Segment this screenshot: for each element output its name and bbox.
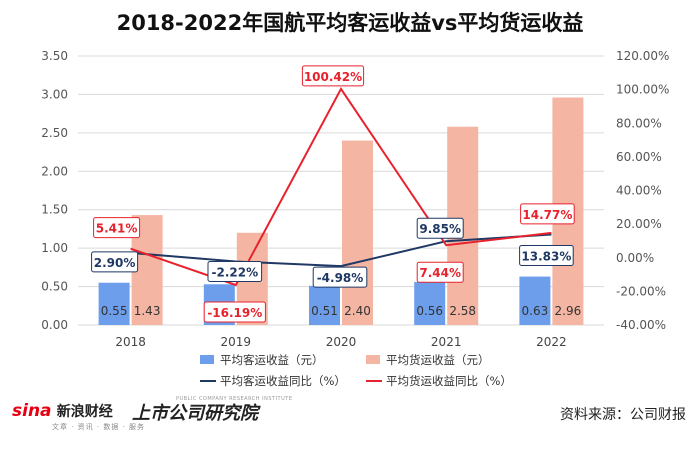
gridlines bbox=[78, 55, 604, 326]
cargo-yoy-value-label: 100.42% bbox=[304, 70, 362, 84]
sina-logo-text: sina bbox=[12, 401, 52, 421]
passenger-yoy-value-label: 9.85% bbox=[419, 222, 461, 236]
passenger-yoy-callout-box bbox=[416, 217, 464, 239]
right-axis-tick: 100.00% bbox=[616, 83, 669, 97]
right-axis-tick: 120.00% bbox=[616, 49, 669, 63]
chart-canvas: 2018-2022年国航平均客运收益vs平均货运收益 0.00 0.50 1.00 1… bbox=[41, 11, 669, 388]
chart-title: 2018-2022年国航平均客运收益vs平均货运收益 bbox=[117, 11, 584, 35]
passenger-yoy-value-label: 13.83% bbox=[521, 249, 571, 263]
passenger-revenue-value-label: 0.63 bbox=[522, 304, 549, 318]
passenger-revenue-value-label: 0.55 bbox=[101, 304, 128, 318]
passenger-yoy-callout-box bbox=[91, 251, 139, 273]
passenger-yoy-value-label: 2.90% bbox=[94, 256, 136, 270]
cargo-yoy-value-label: 7.44% bbox=[419, 266, 461, 280]
cargo-yoy-callout-box bbox=[416, 261, 464, 283]
left-axis: 0.00 0.50 1.00 1.50 2.00 2.50 3.00 3.50 bbox=[41, 49, 68, 332]
left-axis-tick: 3.50 bbox=[41, 49, 68, 63]
cargo-yoy-callout-box bbox=[93, 217, 141, 239]
cargo-yoy-callout-box bbox=[520, 203, 575, 225]
bar-series: 0.550.530.510.560.631.431.202.402.582.96 bbox=[98, 97, 584, 325]
x-axis-tick: 2019 bbox=[221, 335, 252, 349]
left-axis-tick: 2.00 bbox=[41, 164, 68, 178]
right-axis-tick: -40.00% bbox=[616, 318, 666, 332]
legend-label: 平均货运收益（元） bbox=[386, 353, 490, 367]
right-axis: -40.00% -20.00% 0.00% 20.00% 40.00% 60.00% 80.… bbox=[616, 49, 669, 332]
cargo-revenue-value-label: 2.58 bbox=[449, 304, 476, 318]
sina-finance-text: 新浪财经 bbox=[56, 404, 113, 420]
left-axis-tick: 0.00 bbox=[41, 318, 68, 332]
right-axis-tick: -20.00% bbox=[616, 284, 666, 298]
passenger-revenue-value-label: 0.56 bbox=[416, 304, 443, 318]
passenger-yoy-value-label: -4.98% bbox=[317, 271, 364, 285]
x-axis-tick: 2018 bbox=[115, 335, 146, 349]
passenger-yoy-callout-box bbox=[312, 266, 368, 288]
legend-label: 平均客运收益同比（%） bbox=[220, 374, 346, 388]
line-series bbox=[130, 86, 552, 287]
right-axis-tick: 60.00% bbox=[616, 150, 662, 164]
left-axis-tick: 1.00 bbox=[41, 241, 68, 255]
left-axis-tick: 3.00 bbox=[41, 87, 68, 101]
cargo-revenue-value-label: 2.96 bbox=[555, 304, 582, 318]
x-axis-tick: 2020 bbox=[326, 335, 357, 349]
cargo-yoy-callout-box bbox=[203, 301, 266, 323]
x-axis-tick: 2022 bbox=[536, 335, 567, 349]
x-axis-tick: 2021 bbox=[431, 335, 462, 349]
left-axis-tick: 2.50 bbox=[41, 126, 68, 140]
research-institute-logo: 上市公司研究院 bbox=[132, 403, 258, 424]
right-axis-tick: 40.00% bbox=[616, 184, 662, 198]
left-axis-tick: 0.50 bbox=[41, 280, 68, 294]
research-institute-subtitle: PUBLIC COMPANY RESEARCH INSTITUTE bbox=[176, 396, 293, 402]
passenger-yoy-line bbox=[130, 233, 552, 268]
right-axis-tick: 80.00% bbox=[616, 116, 662, 130]
left-axis-tick: 1.50 bbox=[41, 203, 68, 217]
cargo-yoy-value-label: 5.41% bbox=[96, 222, 138, 236]
data-source: 资料来源：公司财报 bbox=[560, 407, 686, 423]
cargo-revenue-value-label: 2.40 bbox=[344, 304, 371, 318]
passenger-revenue-value-label: 0.51 bbox=[311, 304, 338, 318]
cargo-yoy-callout-box bbox=[301, 65, 365, 87]
passenger-yoy-callout-box bbox=[519, 244, 574, 266]
cargo-revenue-value-label: 1.43 bbox=[134, 304, 161, 318]
sina-finance-subtitle: 文章 · 资讯 · 数据 · 服务 bbox=[52, 423, 146, 431]
sina-finance-logo: sina 新浪财经 bbox=[12, 401, 113, 421]
passenger-revenue-bar bbox=[414, 281, 446, 325]
passenger-revenue-bar bbox=[519, 276, 551, 325]
legend-label: 平均货运收益同比（%） bbox=[386, 374, 512, 388]
legend-swatch bbox=[200, 355, 214, 364]
legend-label: 平均客运收益（元） bbox=[220, 353, 324, 367]
right-axis-tick: 20.00% bbox=[616, 217, 662, 231]
passenger-revenue-bar bbox=[309, 285, 340, 325]
passenger-yoy-value-label: -2.22% bbox=[211, 265, 258, 279]
cargo-yoy-value-label: -16.19% bbox=[207, 306, 262, 320]
cargo-yoy-value-label: 14.77% bbox=[522, 208, 572, 222]
data-callouts: 2.90% -2.22% -4.98% 9.85% 13.83% 5.41% -16.19%… bbox=[91, 65, 575, 323]
passenger-yoy-callout-box bbox=[207, 260, 263, 282]
footer: sina 新浪财经 文章 · 资讯 · 数据 · 服务 上市公司研究院 PUBL… bbox=[0, 392, 700, 452]
cargo-revenue-bar bbox=[342, 140, 373, 325]
x-axis: 2018 2019 2020 2021 2022 bbox=[115, 335, 566, 349]
legend-swatch bbox=[366, 355, 380, 364]
passenger-revenue-bar bbox=[98, 282, 130, 325]
cargo-yoy-line bbox=[130, 86, 552, 287]
right-axis-tick: 0.00% bbox=[616, 251, 654, 265]
legend: 平均客运收益（元） 平均货运收益（元） 平均客运收益同比（%） 平均货运收益同比（%） bbox=[200, 353, 512, 388]
